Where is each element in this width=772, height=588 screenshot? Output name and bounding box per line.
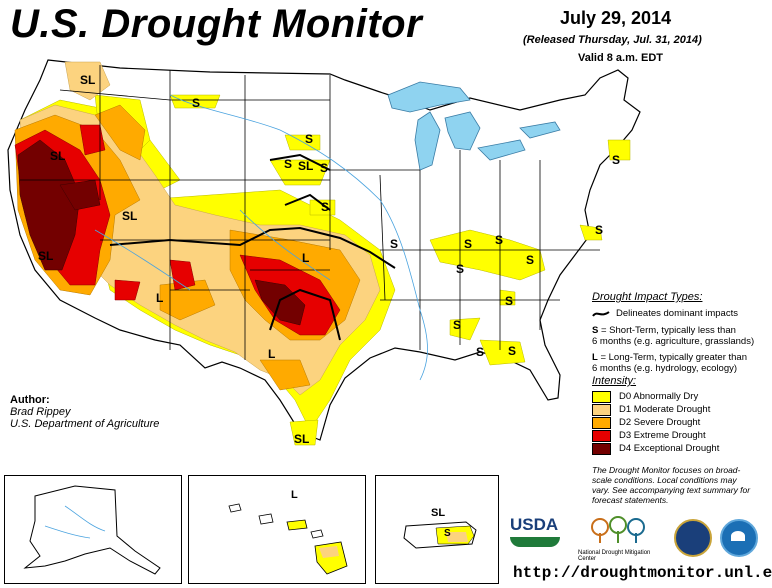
label-s-kansas-ne: S xyxy=(321,200,329,214)
label-s-nj: S xyxy=(595,223,603,237)
usda-swoosh xyxy=(510,537,560,547)
intensity-d4-label: D4 Exceptional Drought xyxy=(619,443,720,454)
label-s-ne2: S xyxy=(320,161,328,175)
author-name: Brad Rippey xyxy=(10,406,71,418)
alaska-inset xyxy=(4,475,182,584)
short-term-key: S xyxy=(592,325,599,336)
intensity-d0: D0 Abnormally Dry xyxy=(592,390,770,403)
label-sl-pr: SL xyxy=(431,507,445,519)
author-heading: Author: xyxy=(10,394,50,406)
author-org: U.S. Department of Agriculture xyxy=(10,418,160,430)
long-term-desc: L = Long-Term, typically greater than 6 … xyxy=(592,352,770,374)
delineates-text: Delineates dominant impacts xyxy=(616,308,738,319)
label-s-sd: S xyxy=(305,132,313,146)
tree-icon xyxy=(591,516,645,543)
alaska-map xyxy=(23,485,161,575)
label-sl-nevada: SL xyxy=(122,209,137,223)
swatch-d4 xyxy=(592,442,611,455)
note-line3: vary. See accompanying text summary for xyxy=(592,485,751,495)
label-s-ohio: S xyxy=(464,237,472,251)
label-s-ne1: S xyxy=(284,157,292,171)
label-sl-nebraska: SL xyxy=(298,159,313,173)
label-s-wv: S xyxy=(495,233,503,247)
intensity-d2-label: D2 Severe Drought xyxy=(619,417,701,428)
delineation-line-icon xyxy=(592,310,610,317)
short-term-line2: 6 months (e.g. agriculture, grasslands) xyxy=(592,336,755,347)
ndmc-text: National Drought Mitigation Center xyxy=(578,550,651,562)
impact-lines xyxy=(109,153,396,341)
doc-seal-icon xyxy=(674,519,712,557)
rivers xyxy=(94,94,428,381)
puerto-rico-inset: SL S xyxy=(375,475,499,584)
short-term-line1: = Short-Term, typically less than xyxy=(600,325,736,336)
label-s-alabama: S xyxy=(453,318,461,332)
long-term-key: L xyxy=(592,352,598,363)
long-term-line2: 6 months (e.g. hydrology, ecology) xyxy=(592,363,738,374)
delineates-row: Delineates dominant impacts xyxy=(592,308,770,319)
logos-row: USDA National Drought Mitigation Center xyxy=(510,515,770,562)
intensity-list: D0 Abnormally Dry D1 Moderate Drought D2… xyxy=(592,390,770,455)
intensity-d2: D2 Severe Drought xyxy=(592,416,770,429)
author-block: Author: Brad Rippey U.S. Department of A… xyxy=(10,394,159,430)
label-sl-california: SL xyxy=(38,249,53,263)
hawaii-map: L xyxy=(228,489,348,575)
usda-logo: USDA xyxy=(510,515,562,557)
intensity-heading: Intensity: xyxy=(592,375,637,387)
intensity-d1-label: D1 Moderate Drought xyxy=(619,404,711,415)
intensity-d1: D1 Moderate Drought xyxy=(592,403,770,416)
note-line2: scale conditions. Local conditions may xyxy=(592,475,737,485)
label-l-arizona: L xyxy=(156,291,163,305)
label-s-georgia: S xyxy=(476,345,484,359)
label-l-kansas: L xyxy=(302,251,309,265)
hawaii-inset: L xyxy=(188,475,366,584)
website-link[interactable]: http://droughtmonitor.unl.edu/ xyxy=(513,564,772,582)
intensity-d3-label: D3 Extreme Drought xyxy=(619,430,706,441)
long-term-line1: = Long-Term, typically greater than xyxy=(600,352,747,363)
label-l-texas: L xyxy=(268,347,275,361)
label-sl-pnw: SL xyxy=(80,73,95,87)
puerto-rico-map: SL S xyxy=(403,507,477,549)
note-line4: forecast statements. xyxy=(592,495,669,505)
state-borders xyxy=(20,65,600,360)
note-line1: The Drought Monitor focuses on broad- xyxy=(592,465,741,475)
label-s-gacoast: S xyxy=(508,344,516,358)
usda-text: USDA xyxy=(510,515,559,534)
legend: Drought Impact Types: Delineates dominan… xyxy=(592,291,770,505)
label-sl-oregon: SL xyxy=(50,149,65,163)
label-sl-texas-coast: SL xyxy=(294,432,309,446)
intensity-d3: D3 Extreme Drought xyxy=(592,429,770,442)
label-s-pr: S xyxy=(444,528,451,539)
label-s-va: S xyxy=(526,253,534,267)
label-s-carolina: S xyxy=(505,294,513,308)
ndmc-logo: National Drought Mitigation Center xyxy=(578,515,664,562)
impact-types-heading: Drought Impact Types: xyxy=(592,291,703,303)
disclaimer-note: The Drought Monitor focuses on broad- sc… xyxy=(592,465,770,505)
swatch-d2 xyxy=(592,416,611,429)
label-s-montana: S xyxy=(192,96,200,110)
label-s-missouri: S xyxy=(390,237,398,251)
valid-time: Valid 8 a.m. EDT xyxy=(578,52,663,64)
map-labels: SL SL SL SL L L L SL SL S S S S S S S S … xyxy=(38,73,620,446)
swatch-d0 xyxy=(592,390,611,403)
swatch-d1 xyxy=(592,403,611,416)
label-s-ne-coast: S xyxy=(612,153,620,167)
label-l-hawaii: L xyxy=(291,489,298,501)
intensity-d4: D4 Exceptional Drought xyxy=(592,442,770,455)
short-term-desc: S = Short-Term, typically less than 6 mo… xyxy=(592,325,770,347)
swatch-d3 xyxy=(592,429,611,442)
great-lakes xyxy=(387,81,561,171)
map-date: July 29, 2014 xyxy=(560,8,672,28)
intensity-d0-label: D0 Abnormally Dry xyxy=(619,391,699,402)
release-date: (Released Thursday, Jul. 31, 2014) xyxy=(523,34,702,46)
noaa-logo-icon xyxy=(720,519,758,557)
page-title: U.S. Drought Monitor xyxy=(10,2,423,46)
label-s-kentucky: S xyxy=(456,262,464,276)
